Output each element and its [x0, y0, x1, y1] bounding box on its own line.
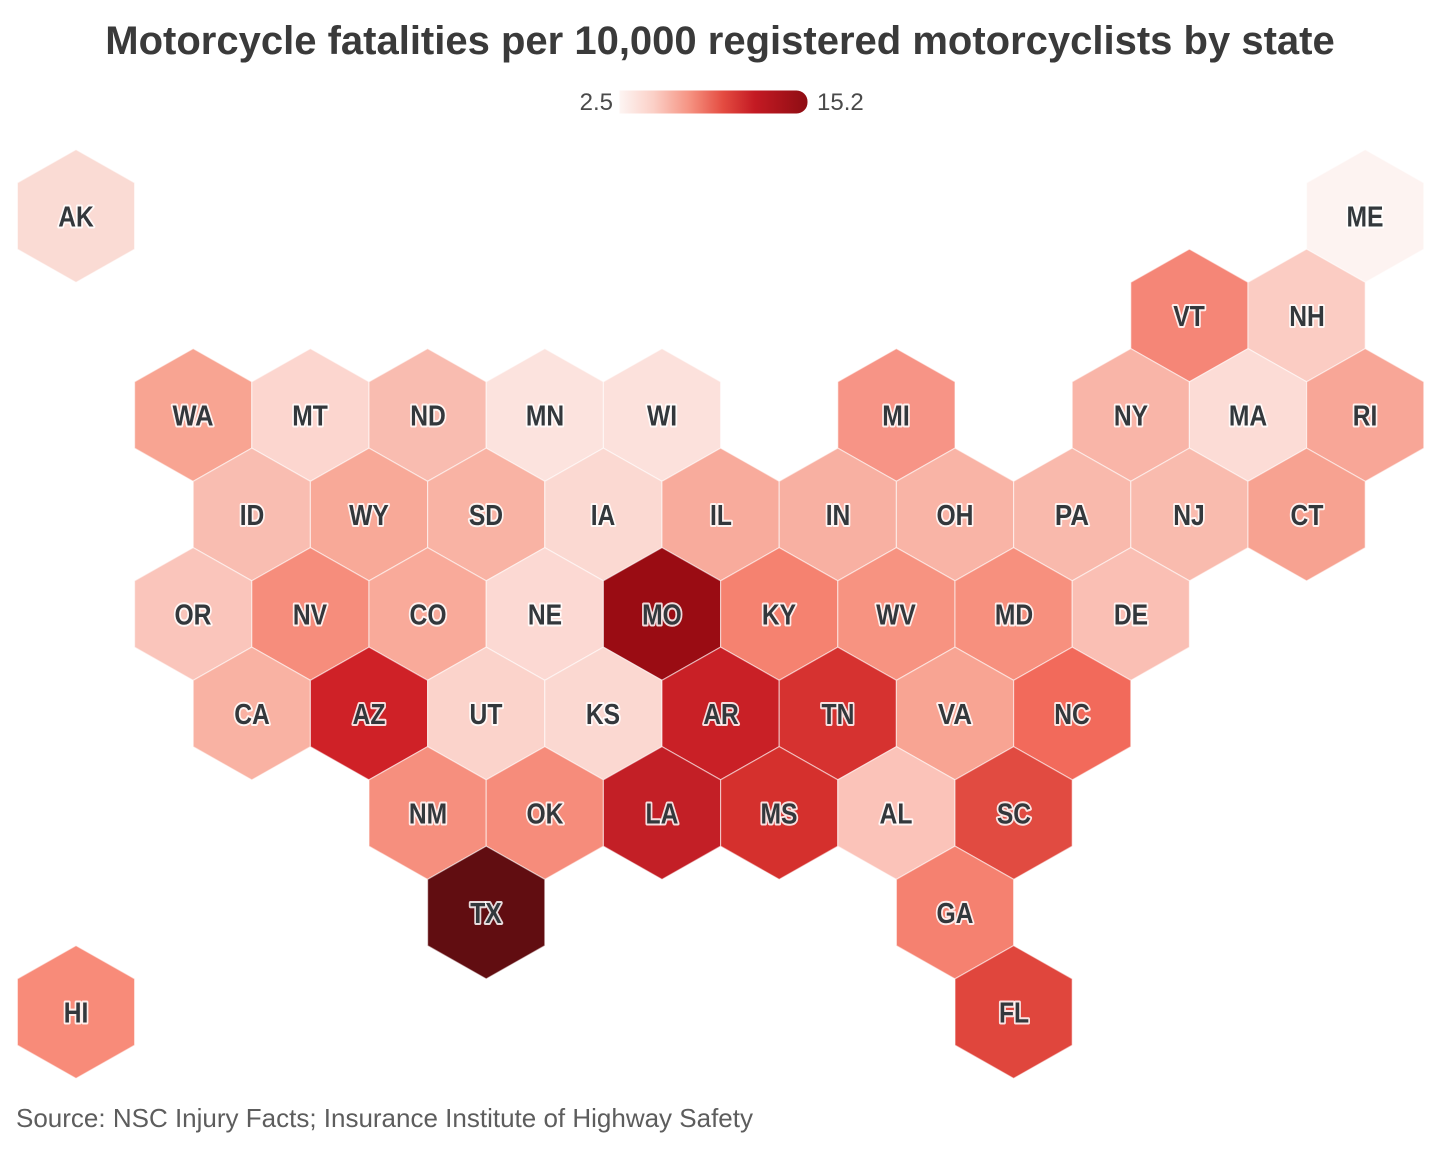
- svg-text:ID: ID: [240, 500, 265, 532]
- svg-text:MN: MN: [526, 401, 564, 433]
- svg-text:NM: NM: [409, 799, 447, 831]
- svg-text:LA: LA: [646, 799, 679, 831]
- svg-text:WA: WA: [172, 401, 213, 433]
- svg-text:OR: OR: [175, 600, 212, 632]
- svg-text:Motorcycle fatalities per 10,0: Motorcycle fatalities per 10,000 registe…: [105, 19, 1334, 63]
- svg-text:AL: AL: [880, 799, 913, 831]
- svg-text:AZ: AZ: [353, 699, 386, 731]
- svg-text:VA: VA: [938, 699, 972, 731]
- svg-text:FL: FL: [999, 998, 1029, 1030]
- svg-text:IA: IA: [591, 500, 616, 532]
- svg-text:AK: AK: [58, 202, 94, 234]
- svg-text:MA: MA: [1229, 401, 1267, 433]
- svg-text:IL: IL: [710, 500, 732, 532]
- svg-text:KY: KY: [762, 600, 796, 632]
- svg-text:RI: RI: [1353, 401, 1378, 433]
- svg-text:OK: OK: [527, 799, 564, 831]
- svg-text:CT: CT: [1291, 500, 1324, 532]
- svg-text:DE: DE: [1114, 600, 1148, 632]
- svg-text:IN: IN: [826, 500, 851, 532]
- svg-text:ME: ME: [1347, 202, 1384, 234]
- svg-text:2.5: 2.5: [580, 89, 613, 116]
- svg-text:CO: CO: [410, 600, 447, 632]
- svg-text:MT: MT: [292, 401, 328, 433]
- svg-text:MD: MD: [995, 600, 1033, 632]
- svg-text:NV: NV: [293, 600, 328, 632]
- svg-text:NE: NE: [528, 600, 562, 632]
- svg-text:GA: GA: [937, 898, 974, 930]
- svg-text:VT: VT: [1173, 301, 1205, 333]
- svg-text:NH: NH: [1289, 301, 1325, 333]
- svg-text:MS: MS: [761, 799, 798, 831]
- svg-text:OH: OH: [937, 500, 974, 532]
- svg-text:AR: AR: [703, 699, 739, 731]
- svg-text:CA: CA: [234, 699, 270, 731]
- svg-text:WY: WY: [349, 500, 389, 532]
- svg-text:TX: TX: [470, 898, 502, 930]
- svg-text:MI: MI: [882, 401, 909, 433]
- svg-text:NY: NY: [1114, 401, 1148, 433]
- svg-text:15.2: 15.2: [817, 89, 864, 116]
- svg-text:WI: WI: [647, 401, 677, 433]
- svg-text:UT: UT: [470, 699, 503, 731]
- svg-text:HI: HI: [64, 998, 89, 1030]
- svg-text:TN: TN: [822, 699, 855, 731]
- svg-text:NJ: NJ: [1173, 500, 1205, 532]
- svg-text:PA: PA: [1055, 500, 1089, 532]
- svg-text:SC: SC: [997, 799, 1031, 831]
- svg-text:NC: NC: [1054, 699, 1090, 731]
- svg-text:WV: WV: [876, 600, 916, 632]
- svg-text:MO: MO: [642, 600, 682, 632]
- svg-text:KS: KS: [586, 699, 620, 731]
- svg-text:ND: ND: [410, 401, 446, 433]
- svg-text:SD: SD: [469, 500, 503, 532]
- svg-text:Source: NSC Injury Facts; Insu: Source: NSC Injury Facts; Insurance Inst…: [16, 1103, 753, 1133]
